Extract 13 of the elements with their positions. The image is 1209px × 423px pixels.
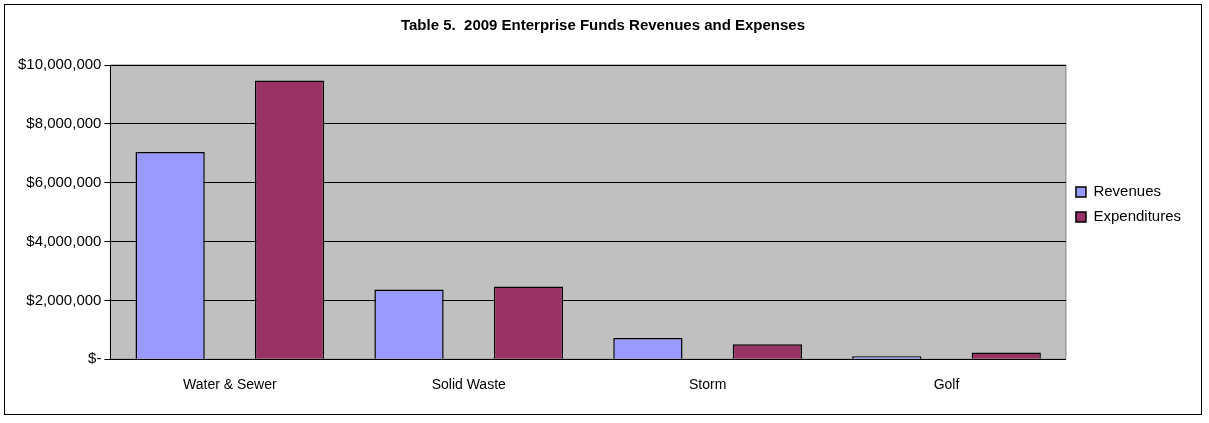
legend-label: Revenues [1093,182,1161,200]
y-tick-label: $8,000,000 [26,113,102,131]
chart-title: Table 5. 2009 Enterprise Funds Revenues and Expenses [400,16,806,34]
y-tick-label: $- [88,349,102,367]
x-tick-label: Golf [933,376,960,393]
y-tick-label: $10,000,000 [17,55,102,73]
y-tick-label: $2,000,000 [26,290,102,308]
x-tick-label: Water & Sewer [183,376,277,393]
x-tick-label: Solid Waste [431,376,507,393]
y-tick-label: $6,000,000 [26,172,102,190]
y-tick-label: $4,000,000 [26,231,102,249]
x-tick-label: Storm [688,376,727,393]
legend-label: Expenditures [1093,207,1182,225]
